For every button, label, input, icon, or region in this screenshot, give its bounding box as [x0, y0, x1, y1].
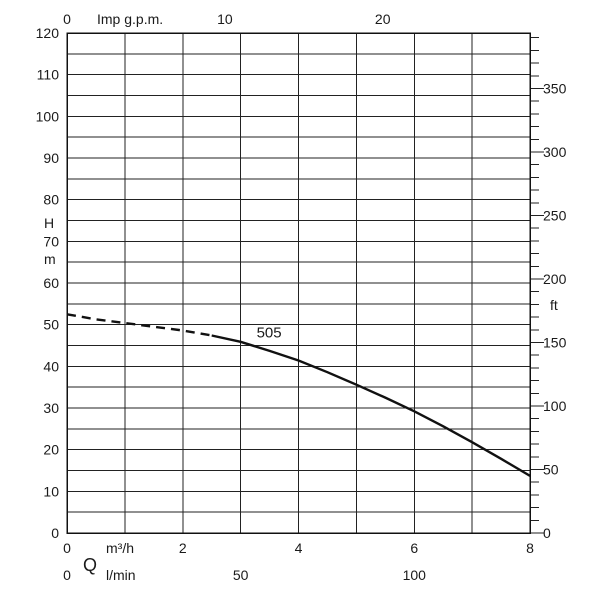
- y-left-tick-label: 0: [51, 525, 59, 541]
- x-bottom-tick-label: 0: [63, 540, 71, 556]
- x-bottom-tick-label: 6: [410, 540, 418, 556]
- series-505-solid-line: [211, 334, 531, 477]
- x-top-tick-label: 0: [63, 11, 71, 27]
- y-left-tick-label: 60: [43, 275, 59, 291]
- y-right-tick-label: 50: [543, 462, 559, 478]
- x-top-unit-label: Imp g.p.m.: [97, 11, 163, 27]
- x-lmin-tick-label: 100: [403, 567, 427, 583]
- y-left-label-m: m: [44, 251, 56, 267]
- y-right-tick-label: 0: [543, 525, 551, 541]
- q-symbol: Q: [83, 555, 97, 575]
- y-left-tick-label: 40: [43, 358, 59, 374]
- y-right-tick-label: 250: [543, 208, 567, 224]
- x-bottom-tick-label: 2: [179, 540, 187, 556]
- curve-series: [66, 313, 531, 477]
- y-right-tick-labels: 0 50 100 150 200 250 300 350: [543, 81, 567, 541]
- y-left-tick-label: 70: [43, 233, 59, 249]
- y-left-tick-label: 50: [43, 317, 59, 333]
- x-top-tick-labels: 0 10 20: [63, 11, 391, 27]
- x-lmin-tick-label: 0: [63, 567, 71, 583]
- y-right-tick-label: 200: [543, 271, 567, 287]
- x-lmin-tick-label: 50: [233, 567, 249, 583]
- y-right-tick-label: 350: [543, 81, 567, 97]
- x-lmin-tick-labels: 0 50 100: [63, 567, 426, 583]
- y-right-tick-label: 300: [543, 144, 567, 160]
- y-left-tick-label: 10: [43, 483, 59, 499]
- y-left-tick-label: 30: [43, 400, 59, 416]
- series-505-dashed-line: [66, 313, 212, 337]
- y-left-tick-label: 80: [43, 192, 59, 208]
- y-left-tick-label: 100: [36, 108, 60, 124]
- y-left-label-h: H: [44, 215, 54, 231]
- plot-frame: [66, 32, 531, 534]
- x-top-tick-label: 20: [375, 11, 391, 27]
- y-left-tick-label: 110: [37, 67, 60, 83]
- x-bottom-unit-label: m³/h: [106, 540, 134, 556]
- x-bottom-tick-label: 8: [526, 540, 534, 556]
- series-label-505: 505: [257, 325, 282, 342]
- right-axis-minor-ticks: [530, 37, 544, 534]
- x-bottom-tick-label: 4: [295, 540, 303, 556]
- y-left-tick-label: 20: [43, 442, 59, 458]
- y-right-label: ft: [550, 297, 558, 313]
- x-top-tick-label: 10: [217, 11, 233, 27]
- grid-lines: [66, 32, 531, 534]
- y-left-tick-label: 90: [43, 150, 59, 166]
- y-left-tick-labels: 0 10 20 30 40 50 60 70 80 90 100 110 120: [36, 25, 60, 541]
- x-bottom-tick-labels: 0 2 4 6 8: [63, 540, 534, 556]
- y-right-tick-label: 100: [543, 398, 567, 414]
- x-lmin-unit-label: l/min: [106, 567, 136, 583]
- y-right-tick-label: 150: [543, 335, 567, 351]
- y-left-tick-label: 120: [36, 25, 60, 41]
